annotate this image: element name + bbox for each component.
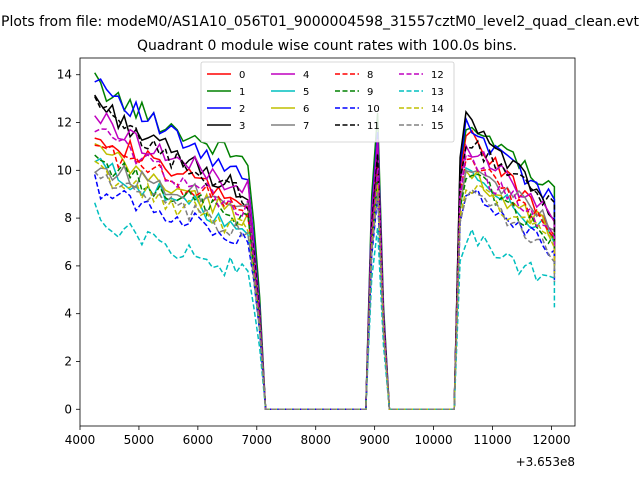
legend-label-10: 10 [367, 104, 380, 115]
legend-label-2: 2 [239, 104, 245, 115]
x-tick-label: 12000 [532, 433, 570, 447]
y-tick-label: 12 [57, 116, 72, 130]
x-tick-label: 7000 [242, 433, 273, 447]
legend-label-7: 7 [303, 121, 309, 132]
y-tick-label: 4 [64, 307, 72, 321]
legend-label-11: 11 [367, 121, 380, 132]
legend-label-14: 14 [431, 104, 444, 115]
legend-frame [200, 61, 455, 143]
legend-label-0: 0 [239, 70, 245, 81]
y-tick-label: 6 [64, 259, 72, 273]
x-tick-label: 6000 [183, 433, 214, 447]
y-tick-label: 2 [64, 354, 72, 368]
legend-label-5: 5 [303, 87, 309, 98]
chart-title: Quadrant 0 module wise count rates with … [137, 38, 517, 54]
legend-label-12: 12 [431, 70, 444, 81]
y-tick-label: 10 [57, 163, 72, 177]
plot-frame [79, 57, 576, 427]
legend-label-6: 6 [303, 104, 309, 115]
y-tick-label: 0 [64, 402, 72, 416]
y-tick-label: 8 [64, 211, 72, 225]
axis-layer: 4000 5000 6000 7000 8000 9000 10000 11000 12000 0… [57, 68, 571, 447]
legend-label-9: 9 [367, 87, 373, 98]
legend-label-13: 13 [431, 87, 444, 98]
legend-label-4: 4 [303, 70, 309, 81]
legend-label-1: 1 [239, 87, 245, 98]
series-line-15 [94, 171, 556, 411]
x-offset-label: +3.653e8 [516, 455, 575, 469]
x-tick-label: 5000 [124, 433, 155, 447]
x-tick-label: 4000 [65, 433, 96, 447]
legend-label-8: 8 [367, 70, 373, 81]
x-tick-label: 11000 [473, 433, 511, 447]
x-tick-label: 8000 [300, 433, 331, 447]
y-tick-label: 14 [57, 68, 72, 82]
figure-suptitle: Plots from file: modeM0/AS1A10_056T01_90… [1, 14, 639, 30]
x-tick-label: 10000 [414, 433, 452, 447]
x-tick-label: 9000 [359, 433, 390, 447]
legend-label-15: 15 [431, 121, 444, 132]
series-layer [93, 72, 556, 411]
legend-label-3: 3 [239, 121, 245, 132]
series-line-10 [93, 174, 556, 411]
